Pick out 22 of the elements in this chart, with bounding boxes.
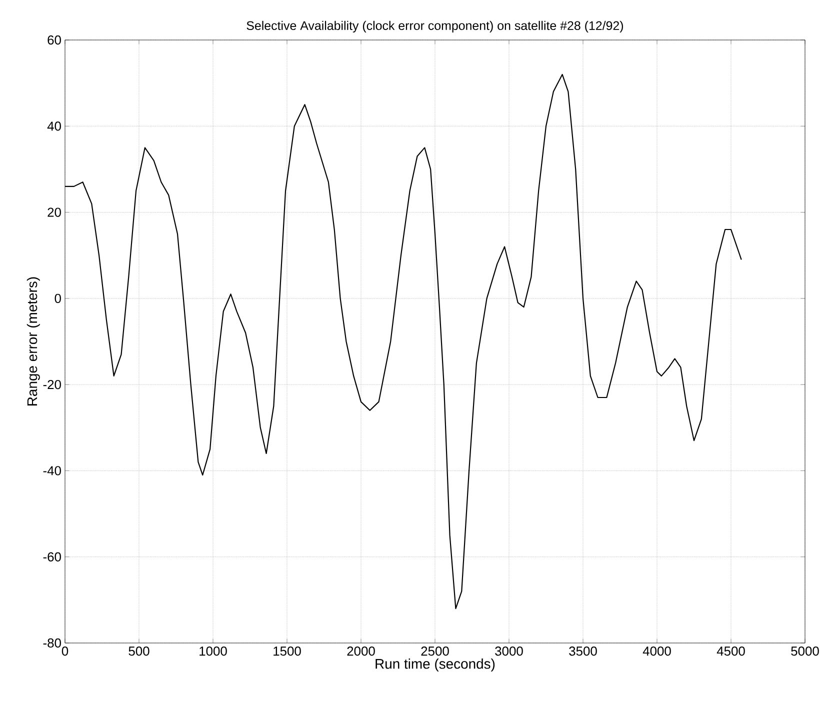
x-tick-label: 2500 [421,646,449,656]
x-tick-label: 5000 [791,646,819,656]
y-axis-title: Range error (meters) [26,277,40,406]
y-tick-label: -60 [43,552,61,562]
x-tick-label: 1000 [200,646,227,656]
x-tick-label: 4000 [642,646,671,656]
y-tick-label: -20 [43,380,61,390]
x-axis-title: Run time (seconds) [376,658,495,672]
x-tick-label: 4500 [716,646,745,656]
y-tick-label: -40 [43,466,61,476]
y-tick-label: 40 [47,122,61,131]
y-tick-label: 20 [48,208,61,217]
x-tick-label: 0 [62,646,68,656]
y-tick-label: 60 [48,35,61,45]
x-tick-label: 2000 [347,646,375,656]
x-tick-label: 3000 [495,646,523,656]
x-tick-label: 3500 [569,646,597,656]
chart-title: Selective Availability (clock error component) on satellite #28 (12/92) [246,20,624,32]
x-tick-label: 1500 [274,646,301,656]
y-tick-label: 0 [54,294,61,304]
x-tick-label: 500 [128,646,150,656]
y-tick-label: -80 [43,638,61,648]
